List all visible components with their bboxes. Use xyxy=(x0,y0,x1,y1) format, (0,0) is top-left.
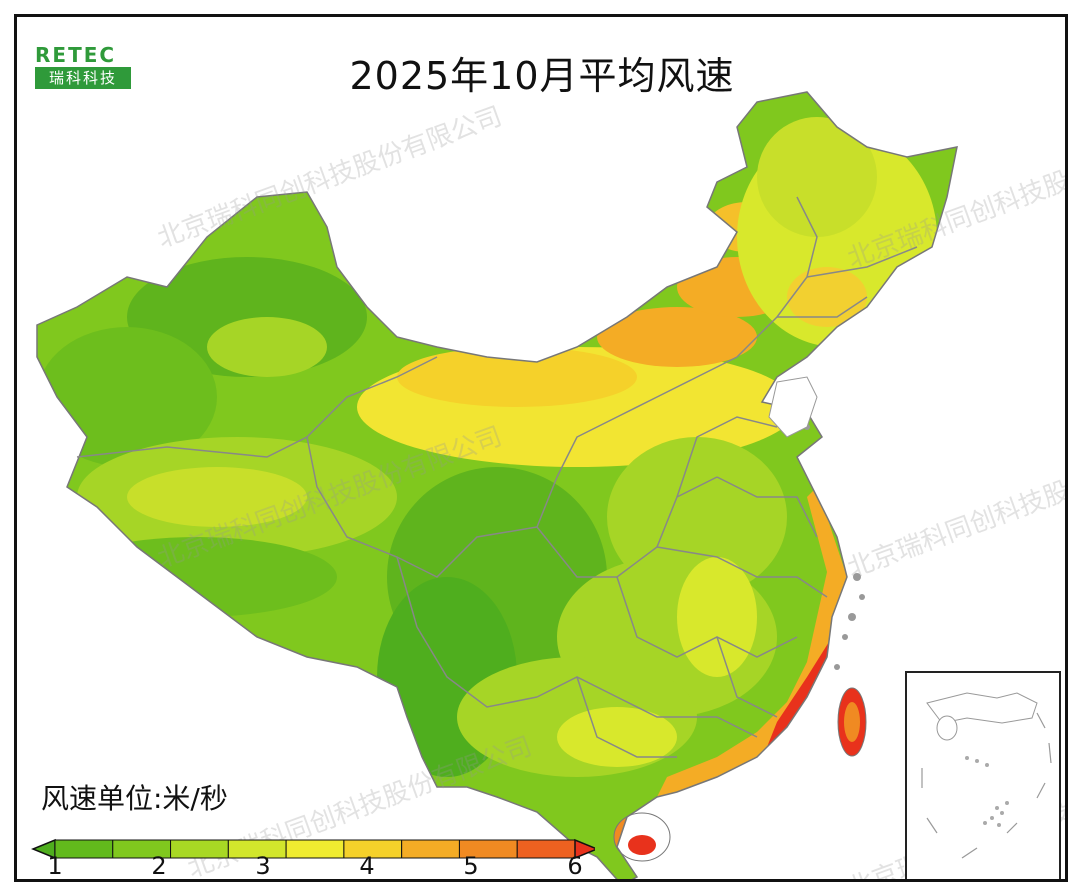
legend-tick-label: 2 xyxy=(151,852,167,880)
map-frame: RETEC 瑞科科技 2025年10月平均风速 xyxy=(14,14,1068,882)
retec-logo: RETEC 瑞科科技 xyxy=(35,43,145,99)
legend-cell xyxy=(54,839,114,859)
country-outline xyxy=(36,91,958,879)
hainan-island xyxy=(613,812,671,862)
legend-tick-label: 5 xyxy=(463,852,479,880)
inset-map xyxy=(921,692,1052,859)
legend-tick-label: 4 xyxy=(359,852,375,880)
taiwan-core xyxy=(844,702,860,742)
logo-chinese: 瑞科科技 xyxy=(35,67,131,89)
legend-cell xyxy=(516,839,576,859)
bohai-sea xyxy=(768,376,818,438)
south-china-sea-inset xyxy=(905,671,1061,879)
legend-tick-label: 6 xyxy=(567,852,583,880)
hainan-core xyxy=(628,835,656,855)
legend-colorbar xyxy=(31,838,595,860)
china-wind-map xyxy=(36,91,958,879)
logo-wordmark: RETEC xyxy=(35,43,117,67)
legend-arrow-right xyxy=(574,838,595,860)
legend-tick-label: 1 xyxy=(47,852,63,880)
legend-cell xyxy=(170,839,229,859)
province-borders xyxy=(76,196,918,758)
map-title: 2025年10月平均风速 xyxy=(349,54,735,98)
legend-cell xyxy=(401,839,460,859)
legend-cell xyxy=(285,839,345,859)
legend-unit-label: 风速单位:米/秒 xyxy=(41,782,228,815)
legend-tick-label: 3 xyxy=(255,852,271,880)
